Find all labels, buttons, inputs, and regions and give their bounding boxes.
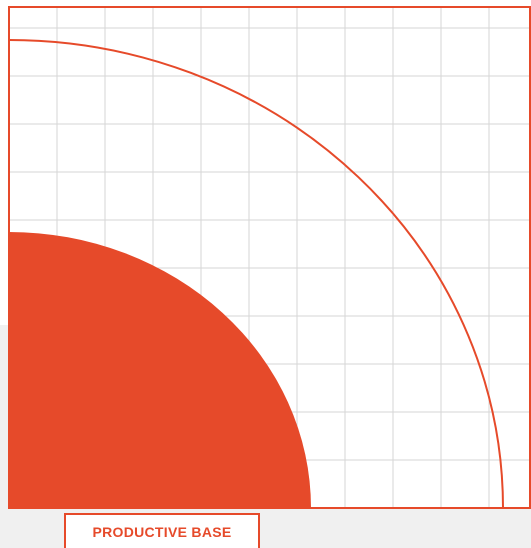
productive-base-label: PRODUCTIVE BASE — [64, 513, 260, 548]
inner-quarter-circle — [9, 232, 311, 508]
productive-base-label-text: PRODUCTIVE BASE — [92, 523, 232, 540]
outer-quarter-arc — [8, 39, 504, 509]
diagram-frame — [8, 6, 531, 509]
